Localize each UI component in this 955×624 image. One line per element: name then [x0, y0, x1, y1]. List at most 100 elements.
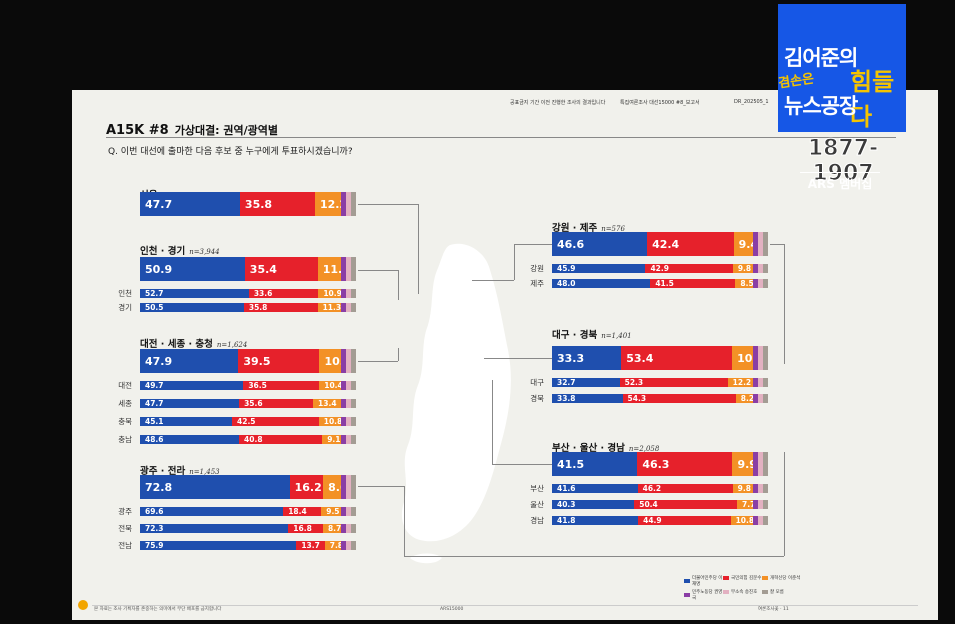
bar-segment-purple — [753, 346, 758, 370]
bar-segment-blue: 33.8 — [552, 394, 623, 403]
bar-segment-blue: 72.8 — [140, 475, 290, 499]
group-title: 대구 · 경북 n=1,401 — [552, 327, 632, 341]
bar-segment-purple — [753, 232, 758, 256]
bar-segment-gray — [351, 257, 356, 281]
bar-segment-pink — [758, 484, 763, 493]
sub-region-label: 경남 — [530, 516, 544, 525]
bar-segment-pink — [346, 417, 351, 426]
bar-segment-gray — [351, 524, 356, 533]
bar-segment-purple — [753, 279, 759, 288]
bar-segment-red: 46.2 — [637, 484, 733, 493]
sub-region-bar: 69.6 18.4 9.5 — [140, 507, 356, 516]
sub-region-bar: 32.7 52.3 12.2 — [552, 378, 768, 387]
sub-region-bar: 45.9 42.9 9.8 — [552, 264, 768, 273]
bar-segment-orange: 8.2 — [735, 394, 753, 403]
sub-region-bar: 72.3 16.8 8.7 — [140, 524, 356, 533]
legend-item: 더불어민주당 이재명 — [684, 575, 723, 587]
connector-line — [404, 486, 405, 556]
legend-label: 국민의힘 김문수 — [731, 576, 762, 581]
bar-segment-red: 54.3 — [622, 394, 736, 403]
bar-segment-gray — [351, 417, 356, 426]
bar-segment-blue: 41.8 — [552, 516, 639, 525]
bar-segment-orange: 8.7 — [322, 524, 341, 533]
bar-segment-pink — [758, 516, 763, 525]
bar-segment-pink — [346, 303, 351, 312]
legend-swatch — [762, 590, 768, 594]
connector-line — [404, 556, 784, 557]
group-total-bar: 47.939.510.4 — [140, 349, 356, 373]
bar-segment-pink — [346, 399, 351, 408]
sub-region-label: 전남 — [118, 541, 132, 550]
group-title-text: 부산 · 울산 · 경남 — [552, 443, 625, 454]
title-rule — [106, 137, 896, 138]
bar-segment-blue: 75.9 — [140, 541, 297, 550]
bar-segment-red: 35.4 — [244, 257, 318, 281]
bar-segment-red: 46.3 — [637, 452, 733, 476]
bar-segment-orange: 7.8 — [324, 541, 342, 550]
bar-segment-blue: 50.9 — [140, 257, 245, 281]
connector-line — [492, 380, 493, 464]
connector-line — [418, 204, 419, 294]
bar-segment-purple — [341, 349, 346, 373]
group-title: 광주 · 전라 n=1,453 — [140, 463, 220, 477]
connector-line — [472, 280, 514, 281]
connector-line — [784, 244, 785, 364]
bar-segment-blue: 69.6 — [140, 507, 284, 516]
bar-segment-orange: 10.0 — [732, 346, 753, 370]
sub-region-label: 전북 — [118, 524, 132, 533]
bar-segment-red: 13.7 — [296, 541, 325, 550]
bar-segment-blue: 41.6 — [552, 484, 638, 493]
bar-segment-blue: 52.7 — [140, 289, 249, 298]
legend-label: 더불어민주당 이재명 — [692, 576, 723, 587]
bar-segment-pink — [758, 394, 763, 403]
bar-segment-purple — [341, 524, 346, 533]
badge-line2a: 겸손은 — [777, 71, 816, 92]
bar-segment-gray — [350, 507, 356, 516]
bar-segment-pink — [758, 279, 764, 288]
bar-segment-purple — [753, 516, 758, 525]
group-sample-size: n=1,453 — [189, 468, 220, 476]
legend-item: 개혁신당 이준석 — [762, 575, 801, 581]
bar-segment-purple — [341, 303, 346, 312]
sub-region-bar: 47.7 35.6 13.4 — [140, 399, 356, 408]
footer-rule — [92, 605, 918, 606]
bar-segment-purple — [753, 484, 758, 493]
sub-region-bar: 49.7 36.5 10.4 — [140, 381, 356, 390]
bar-segment-blue: 48.0 — [552, 279, 651, 288]
bar-segment-blue: 47.9 — [140, 349, 239, 373]
sub-region-label: 제주 — [530, 279, 544, 288]
group-total-bar: 47.735.812.2 — [140, 192, 356, 216]
sub-region-label: 강원 — [530, 264, 544, 273]
footer-left: 본 자료는 조사 기획자를 존중하는 의미에서 무단 배포를 금지합니다 — [94, 607, 222, 612]
bar-segment-pink — [758, 452, 764, 476]
bar-segment-purple — [753, 500, 758, 509]
group-total-bar: 46.642.49.4 — [552, 232, 768, 256]
bar-segment-red: 42.4 — [647, 232, 734, 256]
bar-segment-purple — [340, 435, 346, 444]
bar-segment-purple — [341, 417, 346, 426]
bar-segment-blue: 45.9 — [552, 264, 646, 273]
connector-line — [398, 270, 399, 300]
bar-segment-gray — [351, 399, 356, 408]
group-title-text: 대전 · 세종 · 충청 — [140, 339, 213, 350]
connector-line — [358, 270, 398, 271]
bar-segment-red: 16.2 — [289, 475, 324, 499]
bar-segment-orange: 9.9 — [732, 452, 754, 476]
bar-segment-orange: 12.2 — [727, 378, 753, 387]
bar-segment-pink — [345, 507, 351, 516]
bar-segment-gray — [350, 435, 356, 444]
bar-segment-gray — [763, 264, 768, 273]
header-note: 공표금지 기간 이전 진행한 조사의 결과입니다 — [510, 100, 606, 106]
connector-line — [358, 204, 418, 205]
slide-subtitle: 가상대결: 권역/광역별 — [174, 124, 279, 137]
legend-swatch — [723, 576, 729, 580]
legend-item: 무소속 송진호 — [723, 589, 762, 595]
ars-membership-label: ARS 멤버십 — [800, 172, 880, 192]
bar-segment-red: 52.3 — [619, 378, 728, 387]
group-total-bar: 33.353.410.0 — [552, 346, 768, 370]
group-total-bar: 72.816.28.6 — [140, 475, 356, 499]
sub-region-label: 광주 — [118, 507, 132, 516]
sub-region-label: 울산 — [530, 500, 544, 509]
bar-segment-purple — [753, 394, 758, 403]
bar-segment-gray — [763, 516, 768, 525]
